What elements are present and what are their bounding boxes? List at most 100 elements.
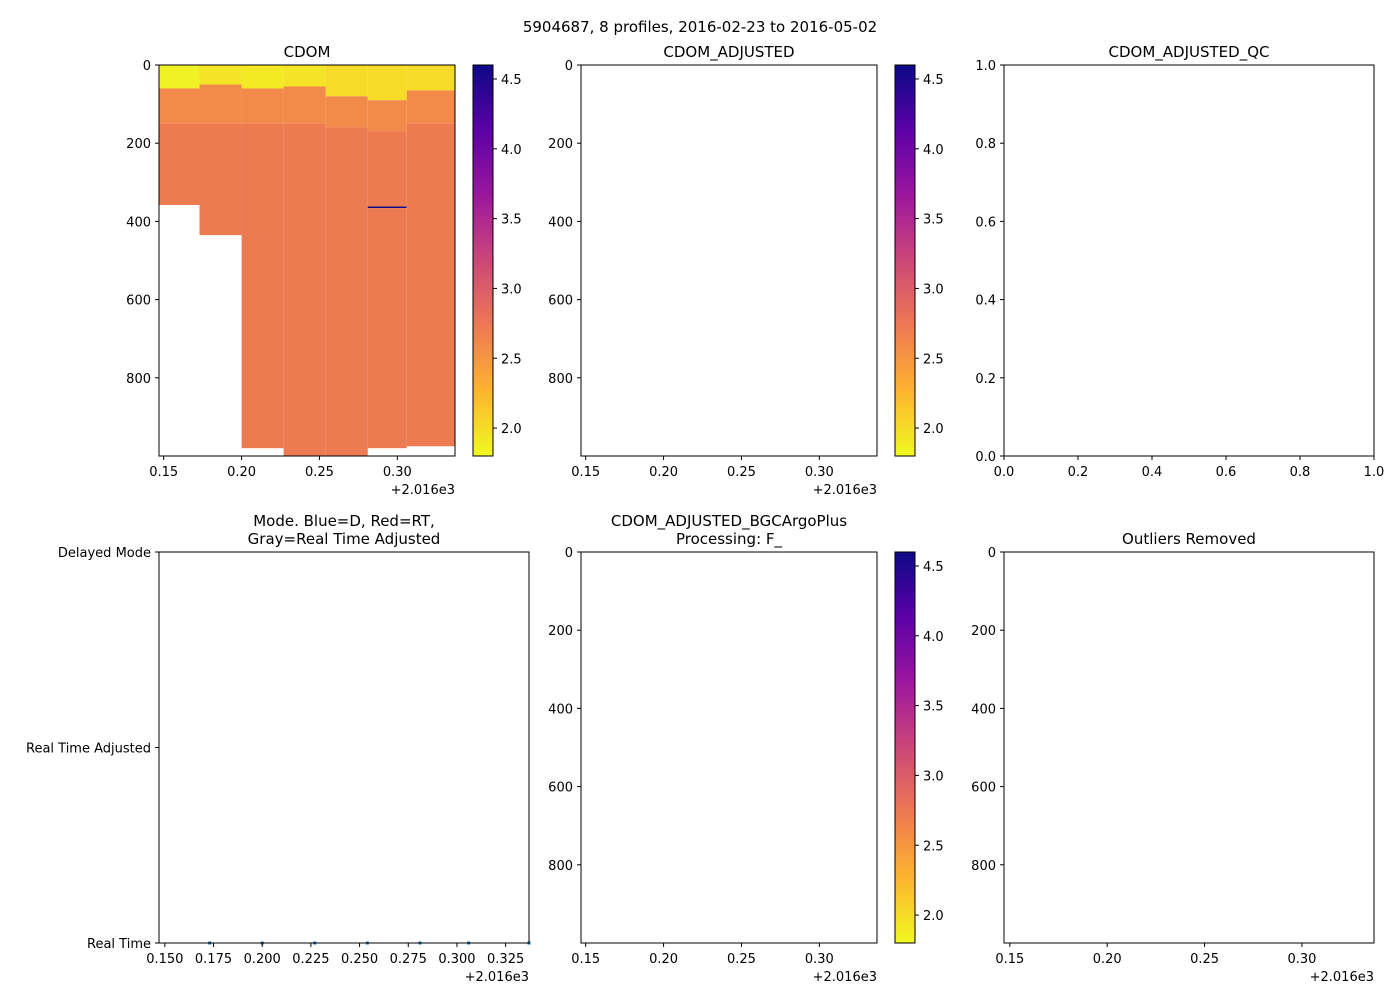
x-offset-label: +2.016e3 (1310, 970, 1374, 985)
x-offset-label: +2.016e3 (813, 970, 877, 985)
subplot-title: Outliers Removed (1122, 530, 1256, 548)
y-tick-label: 400 (971, 702, 996, 717)
y-tick-label: 0.6 (975, 215, 996, 230)
profile-4-layer-1 (325, 96, 368, 128)
subplot-title: CDOM (284, 43, 331, 61)
profile-2-layer-1 (241, 88, 284, 124)
x-tick-label: 0.15 (571, 952, 600, 967)
y-tick-label: 0.0 (975, 450, 996, 465)
x-tick-label: 0.250 (341, 952, 378, 967)
x-tick-label: 0.25 (1190, 952, 1219, 967)
x-tick-label: 0.25 (305, 465, 334, 480)
colorbar-tick-label: 3.0 (923, 769, 944, 784)
profile-6-layer-2 (406, 123, 455, 447)
colorbar-tick-label: 4.0 (923, 630, 944, 645)
profile-5-layer-0 (367, 65, 407, 101)
colorbar-tick-label: 2.5 (923, 839, 944, 854)
profile-5-layer-1 (367, 100, 407, 132)
y-tick-label: 600 (548, 781, 573, 796)
y-tick-label: 600 (548, 294, 573, 309)
colorbar-tick-label: 4.5 (923, 73, 944, 88)
x-tick-label: 0.6 (1216, 465, 1237, 480)
profile-5-layer-3 (367, 206, 407, 209)
x-tick-label: 1.0 (1364, 465, 1385, 480)
colorbar-tick-label: 3.0 (923, 282, 944, 297)
x-tick-label: 0.4 (1142, 465, 1163, 480)
y-tick-label: 0 (565, 546, 573, 561)
profile-3-layer-1 (283, 86, 326, 124)
colorbar (472, 64, 494, 457)
profile-1-layer-0 (199, 65, 242, 85)
profile-5-layer-2 (367, 131, 407, 207)
x-tick-label: 0.25 (727, 952, 756, 967)
colorbar-tick-label: 2.5 (501, 352, 522, 367)
profile-5-layer-4 (367, 208, 407, 449)
profile-1-layer-1 (199, 84, 242, 124)
y-tick-label: 0 (988, 546, 996, 561)
x-offset-label: +2.016e3 (465, 970, 529, 985)
colorbar-tick-label: 2.5 (923, 352, 944, 367)
profile-0-layer-1 (159, 88, 200, 124)
profile-2-layer-0 (241, 65, 284, 89)
subplot-cdom: 0.15 0.20 0.25 0.30 +2.016e3 0 200 400 600 800 CDO… (126, 43, 522, 498)
x-tick-label: 0.30 (1287, 952, 1316, 967)
profile-0-layer-0 (159, 65, 200, 89)
y-tick-label: 800 (971, 859, 996, 874)
y-tick-label: 200 (971, 624, 996, 639)
subplot-cdom_adj_qc: 0.0 0.2 0.4 0.6 0.8 1.0 0.0 0.2 0.4 0.6 0.8 1.0 CDOM… (975, 43, 1384, 480)
y-tick-label: 600 (126, 294, 151, 309)
x-tick-label: 0.30 (805, 465, 834, 480)
profile-6-layer-1 (406, 90, 455, 124)
axes-frame (158, 64, 456, 457)
x-tick-label: 0.30 (383, 465, 412, 480)
y-tick-label: 800 (126, 372, 151, 387)
profile-0-layer-2 (159, 123, 200, 205)
x-offset-label: +2.016e3 (391, 483, 455, 498)
x-tick-label: 0.2 (1068, 465, 1089, 480)
y-tick-label: 0.8 (975, 137, 996, 152)
profile-2-layer-2 (241, 123, 284, 449)
x-tick-label: 0.20 (227, 465, 256, 480)
y-tick-label: Delayed Mode (58, 546, 151, 561)
x-tick-label: 0.150 (146, 952, 183, 967)
y-tick-label: Real Time Adjusted (26, 742, 151, 757)
y-tick-label: 200 (548, 624, 573, 639)
x-tick-label: 0.200 (244, 952, 281, 967)
y-tick-label: 600 (971, 781, 996, 796)
profile-6-layer-0 (406, 65, 455, 91)
subplot-title: CDOM_ADJUSTED_QC (1109, 43, 1270, 62)
x-tick-label: 0.225 (292, 952, 329, 967)
x-tick-label: 0.15 (995, 952, 1024, 967)
colorbar-tick-label: 4.0 (923, 143, 944, 158)
x-tick-label: 0.20 (649, 465, 678, 480)
y-tick-label: 800 (548, 859, 573, 874)
colorbar-tick-label: 3.5 (501, 213, 522, 228)
y-tick-label: 0 (565, 59, 573, 74)
y-tick-label: 0.2 (975, 372, 996, 387)
subplot-cdom_adj: 0.15 0.20 0.25 0.30 +2.016e3 0 200 400 600 800 CDO… (548, 43, 944, 498)
y-tick-label: 800 (548, 372, 573, 387)
x-tick-label: 0.25 (727, 465, 756, 480)
subplots: 0.15 0.20 0.25 0.30+2.016e30200400600800CDO… (26, 43, 1384, 985)
subplot-title: CDOM_ADJUSTED (663, 43, 794, 62)
x-tick-label: 0.0 (994, 465, 1015, 480)
colorbar-tick-label: 2.0 (923, 422, 944, 437)
subplot-title-line: Mode. Blue=D, Red=RT, (253, 512, 435, 530)
subplot-title-line: CDOM_ADJUSTED_BGCArgoPlus (611, 512, 847, 531)
x-tick-label: 0.20 (649, 952, 678, 967)
colorbar-tick-label: 3.5 (923, 700, 944, 715)
x-tick-label: 0.175 (195, 952, 232, 967)
x-tick-label: 0.8 (1290, 465, 1311, 480)
y-tick-label: 200 (126, 137, 151, 152)
colorbar-tick-label: 2.0 (923, 909, 944, 924)
profile-3-layer-2 (283, 123, 326, 457)
y-tick-label: 400 (126, 215, 151, 230)
y-tick-label: 1.0 (975, 59, 996, 74)
colorbar (894, 64, 916, 457)
subplot-bgc_plus: 0.15 0.20 0.25 0.30 +2.016e3 0 200 400 600 800 CDO… (548, 512, 944, 985)
profile-4-layer-0 (325, 65, 368, 97)
axes-frame (1003, 551, 1375, 944)
colorbar-tick-label: 4.0 (501, 143, 522, 158)
colorbar-tick-label: 4.5 (501, 73, 522, 88)
